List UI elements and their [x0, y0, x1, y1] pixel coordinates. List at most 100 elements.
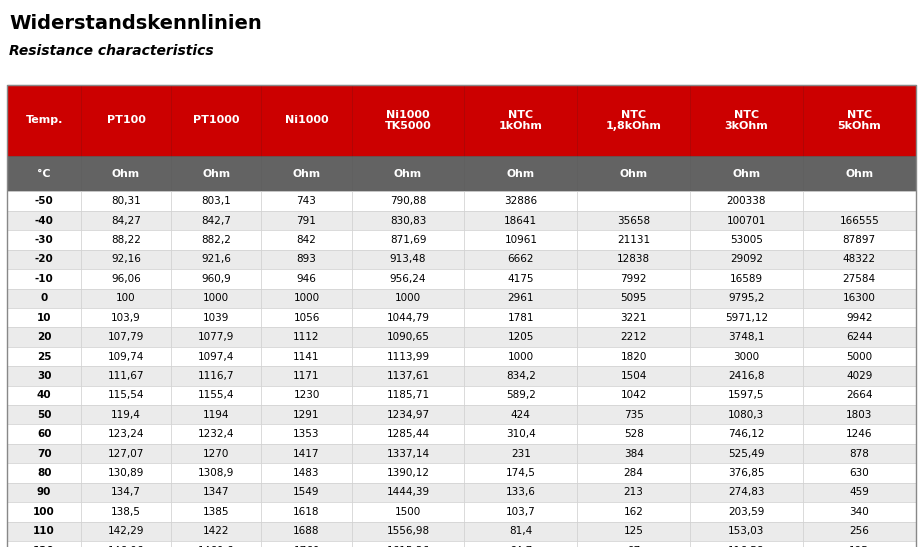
Text: 871,69: 871,69: [390, 235, 426, 245]
Text: 1291: 1291: [294, 410, 319, 420]
Bar: [803, 156, 916, 191]
Bar: [464, 463, 577, 483]
Bar: [352, 405, 464, 424]
Bar: [690, 405, 803, 424]
Bar: [577, 289, 690, 308]
Text: 9942: 9942: [846, 313, 872, 323]
Text: °C: °C: [38, 168, 51, 179]
Text: 103,9: 103,9: [111, 313, 141, 323]
Bar: [171, 541, 261, 547]
Text: 1056: 1056: [294, 313, 319, 323]
Bar: [81, 424, 171, 444]
Bar: [352, 424, 464, 444]
Bar: [577, 424, 690, 444]
Bar: [261, 230, 352, 250]
Bar: [577, 463, 690, 483]
Text: 1000: 1000: [294, 293, 319, 303]
Bar: [690, 269, 803, 289]
Text: 1137,61: 1137,61: [387, 371, 429, 381]
Text: 1116,7: 1116,7: [198, 371, 234, 381]
Text: 81,4: 81,4: [509, 526, 533, 536]
Text: 116,58: 116,58: [728, 546, 764, 547]
Bar: [352, 191, 464, 211]
Text: Ohm: Ohm: [732, 168, 761, 179]
Text: 127,07: 127,07: [108, 449, 144, 458]
Text: 1760: 1760: [294, 546, 319, 547]
Bar: [464, 85, 577, 156]
Text: Ohm: Ohm: [507, 168, 535, 179]
Text: 142,29: 142,29: [108, 526, 144, 536]
Text: 35658: 35658: [617, 216, 650, 225]
Bar: [803, 85, 916, 156]
Bar: [577, 386, 690, 405]
Text: 1270: 1270: [203, 449, 230, 458]
Bar: [352, 502, 464, 522]
Bar: [577, 444, 690, 463]
Bar: [171, 85, 261, 156]
Text: 1483: 1483: [294, 468, 319, 478]
Text: 30: 30: [37, 371, 52, 381]
Bar: [171, 289, 261, 308]
Bar: [464, 522, 577, 541]
Text: 88,22: 88,22: [111, 235, 141, 245]
Text: 123,24: 123,24: [108, 429, 144, 439]
Text: 834,2: 834,2: [506, 371, 535, 381]
Text: 1688: 1688: [294, 526, 319, 536]
Text: 110: 110: [33, 526, 55, 536]
Bar: [803, 230, 916, 250]
Bar: [81, 444, 171, 463]
Bar: [352, 522, 464, 541]
Text: 20: 20: [37, 332, 52, 342]
Bar: [352, 444, 464, 463]
Text: 1385: 1385: [203, 507, 230, 517]
Text: PT1000: PT1000: [193, 115, 240, 125]
Bar: [7, 347, 81, 366]
Bar: [690, 502, 803, 522]
Text: 100: 100: [116, 293, 136, 303]
Text: 97: 97: [627, 546, 641, 547]
Text: 921,6: 921,6: [201, 254, 232, 264]
Text: 1080,3: 1080,3: [728, 410, 764, 420]
Text: 1337,14: 1337,14: [387, 449, 429, 458]
Text: 213: 213: [624, 487, 643, 497]
Text: Ohm: Ohm: [394, 168, 422, 179]
Text: 878: 878: [849, 449, 869, 458]
Bar: [261, 191, 352, 211]
Text: 0: 0: [41, 293, 48, 303]
Text: 256: 256: [849, 526, 869, 536]
Bar: [171, 386, 261, 405]
Bar: [261, 156, 352, 191]
Text: 1230: 1230: [294, 391, 319, 400]
Text: 1112: 1112: [294, 332, 319, 342]
Bar: [577, 156, 690, 191]
Text: Ohm: Ohm: [845, 168, 873, 179]
Bar: [81, 386, 171, 405]
Text: 16300: 16300: [843, 293, 876, 303]
Text: 10: 10: [37, 313, 52, 323]
Text: 4029: 4029: [846, 371, 872, 381]
Text: 5971,12: 5971,12: [725, 313, 768, 323]
Bar: [171, 211, 261, 230]
Bar: [464, 366, 577, 386]
Bar: [261, 463, 352, 483]
Bar: [577, 250, 690, 269]
Bar: [577, 502, 690, 522]
Bar: [577, 191, 690, 211]
Text: 384: 384: [624, 449, 643, 458]
Bar: [577, 347, 690, 366]
Text: 1504: 1504: [620, 371, 647, 381]
Bar: [81, 483, 171, 502]
Bar: [261, 269, 352, 289]
Text: -40: -40: [35, 216, 54, 225]
Text: 87897: 87897: [843, 235, 876, 245]
Bar: [81, 502, 171, 522]
Bar: [7, 522, 81, 541]
Text: 138,5: 138,5: [111, 507, 141, 517]
Text: 946: 946: [296, 274, 317, 284]
Text: 195: 195: [849, 546, 869, 547]
Bar: [690, 156, 803, 191]
Text: 50: 50: [37, 410, 52, 420]
Text: 7992: 7992: [620, 274, 647, 284]
Text: 146,06: 146,06: [108, 546, 144, 547]
Bar: [7, 269, 81, 289]
